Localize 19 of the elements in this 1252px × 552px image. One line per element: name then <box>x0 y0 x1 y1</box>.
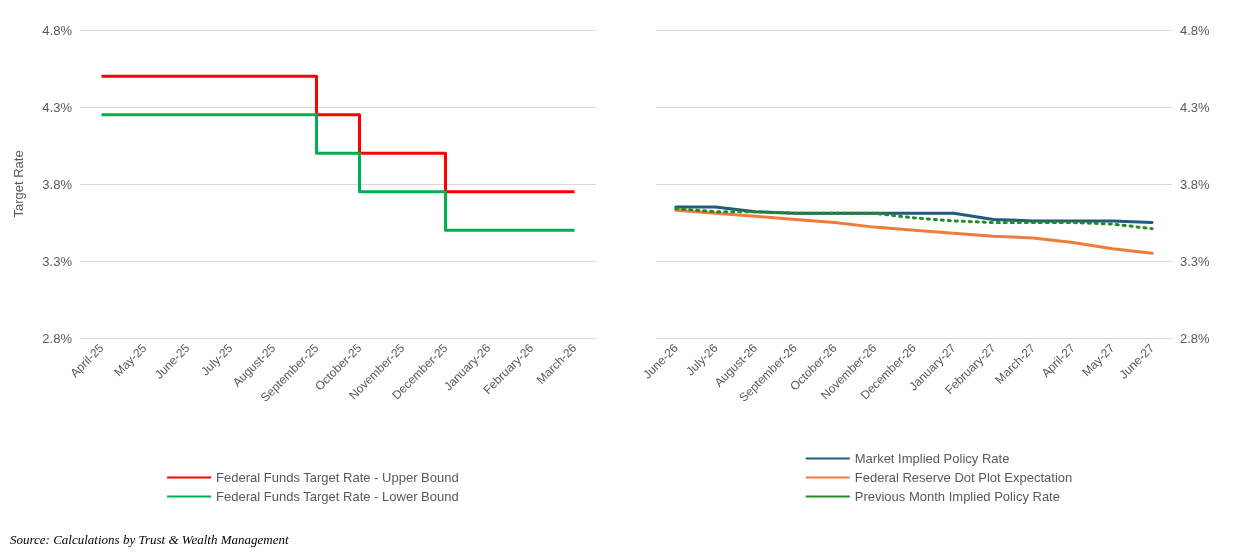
line-series <box>674 207 1154 231</box>
line-series <box>674 208 1154 255</box>
y-tick-label: 3.8% <box>42 176 73 192</box>
y2-tick-label: 2.8% <box>1180 330 1211 346</box>
legend-label: Market Implied Policy Rate <box>854 451 1010 466</box>
y-tick-label: 3.3% <box>42 253 73 269</box>
y2-tick-label: 3.3% <box>1180 253 1211 269</box>
y-tick-label: 2.8% <box>42 330 73 346</box>
legend-label: Federal Funds Target Rate - Upper Bound <box>216 470 459 485</box>
legend-label: Federal Reserve Dot Plot Expectation <box>854 470 1073 485</box>
y2-tick-label: 4.8% <box>1180 22 1211 38</box>
y2-tick-label: 3.8% <box>1180 176 1211 192</box>
y2-tick-label: 4.3% <box>1180 99 1211 115</box>
y-tick-label: 4.3% <box>42 99 73 115</box>
source-note: Source: Calculations by Trust & Wealth Management <box>10 532 289 548</box>
y-tick-label: 4.8% <box>42 22 73 38</box>
y-axis-title: Target Rate <box>11 150 26 218</box>
legend-label: Previous Month Implied Policy Rate <box>854 489 1060 504</box>
legend-label: Federal Funds Target Rate - Lower Bound <box>216 489 459 504</box>
